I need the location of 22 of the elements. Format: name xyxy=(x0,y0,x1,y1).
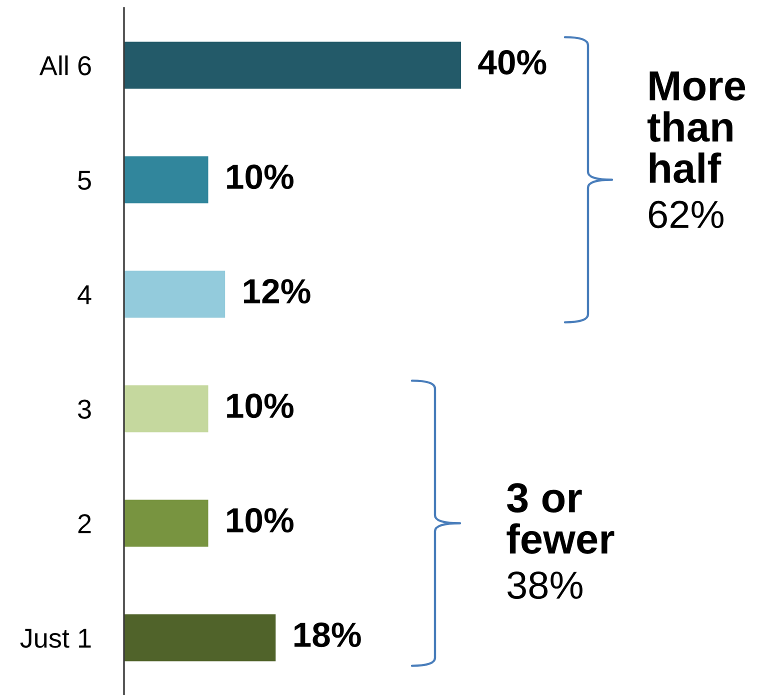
y-tick-label: 3 xyxy=(78,400,91,419)
data-label: 12% xyxy=(244,278,310,304)
y-tick-label: 5 xyxy=(78,170,91,190)
bar xyxy=(124,270,226,318)
bar xyxy=(124,614,276,662)
y-tick-label: All 6 xyxy=(39,55,91,76)
y-tick-label: 2 xyxy=(78,514,91,534)
bar xyxy=(124,385,208,432)
y-tick-label: Just 1 xyxy=(20,628,91,648)
data-label: 10% xyxy=(227,164,294,190)
data-label: 40% xyxy=(478,50,546,75)
bar xyxy=(124,156,208,204)
data-label: 10% xyxy=(227,393,294,418)
text: More than half xyxy=(648,72,746,184)
data-label: 18% xyxy=(294,622,361,648)
bar xyxy=(124,42,461,89)
data-label: 10% xyxy=(227,508,294,533)
bar xyxy=(124,500,208,547)
text: 3 or fewer xyxy=(506,483,614,554)
text: 62% xyxy=(648,200,724,228)
y-tick-label: 4 xyxy=(78,285,92,304)
text: 38% xyxy=(507,571,582,599)
